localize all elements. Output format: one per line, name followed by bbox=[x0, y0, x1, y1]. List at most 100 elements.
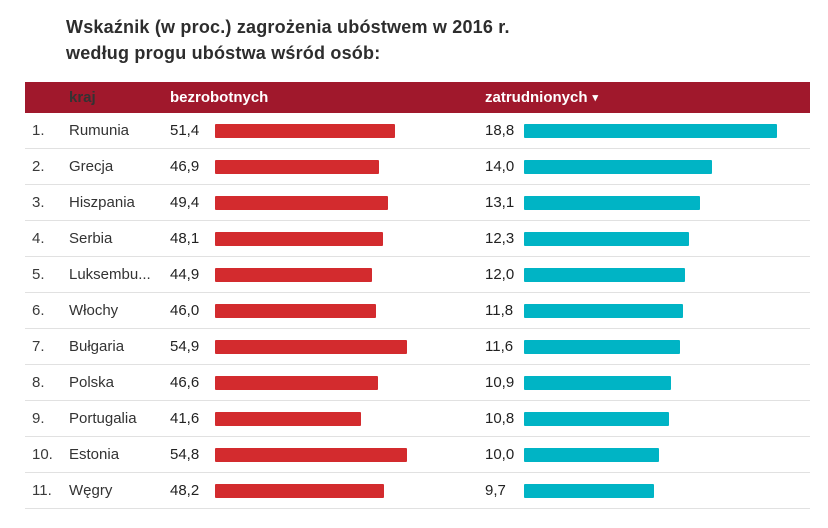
unemployed-bar-track bbox=[215, 303, 480, 318]
poverty-table: kraj bezrobotnych zatrudnionych ▾ 1. Rum… bbox=[25, 82, 810, 509]
row-rank: 5. bbox=[32, 266, 45, 283]
header-employed-label: zatrudnionych bbox=[485, 89, 588, 106]
table-row: 1. Rumunia 51,4 18,8 bbox=[25, 113, 810, 149]
row-country: Luksembu... bbox=[69, 266, 151, 283]
unemployed-bar bbox=[215, 267, 373, 282]
table-row: 8. Polska 46,6 10,9 bbox=[25, 365, 810, 401]
row-country: Włochy bbox=[69, 302, 119, 319]
unemployed-bar bbox=[215, 123, 395, 138]
employed-bar-track bbox=[524, 483, 810, 498]
unemployed-value: 44,9 bbox=[170, 266, 200, 283]
employed-bar bbox=[524, 267, 686, 282]
employed-bar bbox=[524, 123, 777, 138]
unemployed-bar-track bbox=[215, 411, 480, 426]
employed-value: 11,6 bbox=[485, 338, 514, 355]
employed-bar-track bbox=[524, 159, 810, 174]
employed-value: 9,7 bbox=[485, 482, 506, 499]
row-country: Hiszpania bbox=[69, 194, 135, 211]
row-rank: 2. bbox=[32, 158, 45, 175]
unemployed-bar-track bbox=[215, 483, 480, 498]
employed-bar bbox=[524, 231, 690, 246]
table-row: 3. Hiszpania 49,4 13,1 bbox=[25, 185, 810, 221]
unemployed-value: 49,4 bbox=[170, 194, 200, 211]
employed-value: 10,0 bbox=[485, 446, 515, 463]
header-unemployed[interactable]: bezrobotnych bbox=[170, 89, 269, 106]
employed-bar bbox=[524, 483, 655, 498]
unemployed-bar-track bbox=[215, 447, 480, 462]
unemployed-value: 54,8 bbox=[170, 446, 200, 463]
unemployed-bar bbox=[215, 303, 376, 318]
row-country: Bułgaria bbox=[69, 338, 125, 355]
row-rank: 3. bbox=[32, 194, 45, 211]
header-employed[interactable]: zatrudnionych ▾ bbox=[480, 89, 810, 106]
row-country: Węgry bbox=[69, 482, 113, 499]
row-rank: 1. bbox=[32, 122, 45, 139]
employed-bar-track bbox=[524, 267, 810, 282]
employed-value: 12,0 bbox=[485, 266, 515, 283]
employed-bar-track bbox=[524, 447, 810, 462]
table-header: kraj bezrobotnych zatrudnionych ▾ bbox=[25, 82, 810, 113]
row-rank: 9. bbox=[32, 410, 45, 427]
table-row: 9. Portugalia 41,6 10,8 bbox=[25, 401, 810, 437]
employed-bar bbox=[524, 411, 670, 426]
employed-bar bbox=[524, 195, 701, 210]
row-country: Estonia bbox=[69, 446, 120, 463]
employed-bar bbox=[524, 303, 683, 318]
employed-bar bbox=[524, 159, 713, 174]
table-row: 2. Grecja 46,9 14,0 bbox=[25, 149, 810, 185]
unemployed-bar-track bbox=[215, 231, 480, 246]
unemployed-bar bbox=[215, 411, 361, 426]
row-country: Polska bbox=[69, 374, 115, 391]
table-body: 1. Rumunia 51,4 18,8 2. Grecja 46,9 14,0… bbox=[25, 113, 810, 509]
page-title-line2: według progu ubóstwa wśród osób: bbox=[66, 43, 381, 63]
header-country[interactable]: kraj bbox=[69, 89, 96, 106]
unemployed-bar bbox=[215, 447, 407, 462]
row-rank: 11. bbox=[32, 482, 52, 499]
employed-bar-track bbox=[524, 339, 810, 354]
employed-value: 10,8 bbox=[485, 410, 515, 427]
employed-value: 12,3 bbox=[485, 230, 515, 247]
unemployed-bar-track bbox=[215, 339, 480, 354]
employed-bar bbox=[524, 375, 671, 390]
row-country: Portugalia bbox=[69, 410, 137, 427]
unemployed-bar bbox=[215, 483, 384, 498]
unemployed-value: 51,4 bbox=[170, 122, 200, 139]
table-row: 11. Węgry 48,2 9,7 bbox=[25, 473, 810, 509]
employed-value: 10,9 bbox=[485, 374, 515, 391]
table-row: 4. Serbia 48,1 12,3 bbox=[25, 221, 810, 257]
employed-value: 14,0 bbox=[485, 158, 515, 175]
unemployed-value: 46,0 bbox=[170, 302, 200, 319]
row-rank: 4. bbox=[32, 230, 45, 247]
unemployed-value: 48,2 bbox=[170, 482, 200, 499]
unemployed-bar-track bbox=[215, 195, 480, 210]
unemployed-bar bbox=[215, 231, 384, 246]
sort-descending-icon[interactable]: ▾ bbox=[592, 92, 599, 104]
employed-value: 13,1 bbox=[485, 194, 515, 211]
page-title: Wskaźnik (w proc.) zagrożenia ubóstwem w… bbox=[66, 14, 808, 66]
unemployed-bar bbox=[215, 195, 388, 210]
employed-value: 18,8 bbox=[485, 122, 515, 139]
unemployed-value: 41,6 bbox=[170, 410, 200, 427]
table-row: 10. Estonia 54,8 10,0 bbox=[25, 437, 810, 473]
employed-bar-track bbox=[524, 195, 810, 210]
unemployed-bar bbox=[215, 339, 408, 354]
unemployed-value: 54,9 bbox=[170, 338, 200, 355]
employed-value: 11,8 bbox=[485, 302, 514, 319]
employed-bar-track bbox=[524, 411, 810, 426]
row-country: Serbia bbox=[69, 230, 113, 247]
row-rank: 7. bbox=[32, 338, 45, 355]
unemployed-value: 46,6 bbox=[170, 374, 200, 391]
unemployed-value: 46,9 bbox=[170, 158, 200, 175]
employed-bar-track bbox=[524, 231, 810, 246]
employed-bar bbox=[524, 339, 681, 354]
row-country: Rumunia bbox=[69, 122, 130, 139]
unemployed-value: 48,1 bbox=[170, 230, 200, 247]
table-row: 5. Luksembu... 44,9 12,0 bbox=[25, 257, 810, 293]
employed-bar-track bbox=[524, 123, 810, 138]
unemployed-bar-track bbox=[215, 123, 480, 138]
unemployed-bar-track bbox=[215, 159, 480, 174]
row-country: Grecja bbox=[69, 158, 114, 175]
unemployed-bar-track bbox=[215, 267, 480, 282]
table-row: 6. Włochy 46,0 11,8 bbox=[25, 293, 810, 329]
unemployed-bar bbox=[215, 375, 379, 390]
